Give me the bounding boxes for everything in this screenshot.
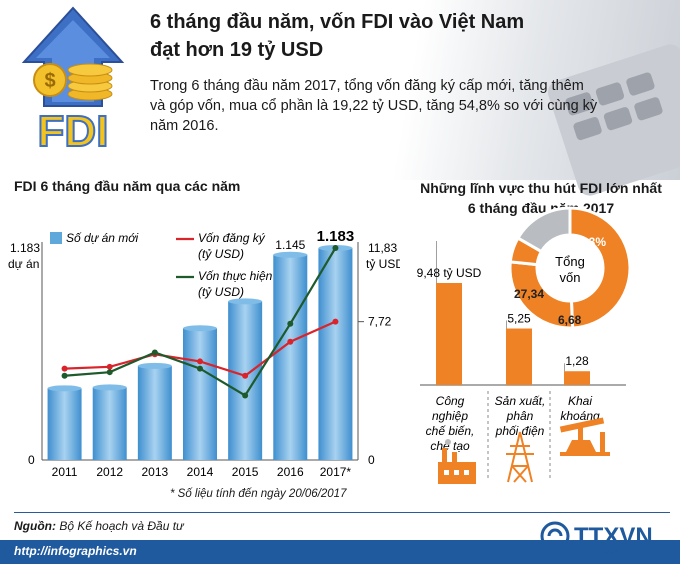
sector-bar-0 — [436, 283, 462, 385]
donut-label-2: 6,68 — [558, 313, 582, 327]
bar-cap-2015 — [228, 298, 263, 305]
registered-capital-point-2011 — [61, 365, 68, 372]
bar-cap-2016 — [273, 251, 308, 258]
x-tick-label: 2017* — [320, 465, 352, 479]
disbursed-capital-point-2014 — [197, 365, 203, 372]
registered-capital-point-2016 — [287, 338, 294, 345]
svg-text:FDI: FDI — [38, 107, 109, 156]
bar-2014 — [183, 328, 217, 460]
legend-green-label: Vốn thực hiện — [198, 269, 273, 283]
legend-green-unit: (tỷ USD) — [198, 285, 244, 299]
sector-category-label: Sản xuất, — [495, 394, 546, 408]
bar-2013 — [137, 365, 172, 460]
factory-icon — [438, 439, 476, 484]
bar-2015 — [228, 301, 263, 460]
fdi-logo-icon: $ FDI — [21, 6, 125, 156]
disbursed-capital-point-2012 — [106, 369, 113, 376]
sector-value-label-0: 9,48 tỷ USD — [417, 266, 482, 280]
disbursed-capital-point-2016 — [287, 320, 294, 327]
x-tick-label: 2013 — [142, 465, 169, 479]
left-section-title: FDI 6 tháng đầu năm qua các năm — [14, 178, 241, 194]
footer-divider — [14, 512, 670, 513]
sector-bar-2 — [564, 371, 590, 385]
x-tick-label: 2015 — [232, 465, 259, 479]
right-axis-unit: tỷ USD — [366, 257, 400, 271]
bar-2017* — [318, 248, 353, 460]
bar-cap-2011 — [47, 385, 82, 392]
ttxvn-logo-icon: TTXVN Vietnam News Agency — [540, 521, 653, 556]
disbursed-capital-point-2011 — [61, 372, 68, 379]
left-axis-unit: dự án — [8, 257, 39, 271]
donut-center-line1: Tổng — [555, 254, 585, 269]
donut-label-1: 27,34 — [514, 287, 544, 301]
disbursed-capital-point-2013 — [151, 349, 158, 356]
sector-category-label: chế biến, — [426, 424, 475, 438]
x-tick-label: 2011 — [52, 465, 78, 479]
oil-pump-icon — [559, 417, 610, 456]
svg-text:Vietnam News Agency: Vietnam News Agency — [574, 549, 644, 556]
donut-slice-0 — [568, 206, 632, 330]
power-tower-icon — [506, 431, 534, 483]
donut-center — [539, 237, 601, 299]
donut-slice-3 — [515, 206, 572, 254]
sector-category-label: Khai — [568, 394, 592, 408]
website-url[interactable]: http://infographics.vn — [14, 544, 137, 558]
legend-bar-label: Số dự án mới — [66, 231, 139, 245]
disbursed-capital-point-2017* — [332, 245, 339, 251]
bar-2016 — [273, 254, 308, 460]
registered-capital-point-2014 — [197, 358, 203, 365]
legend-red-unit: (tỷ USD) — [198, 247, 244, 261]
right-axis-mid-label: 7,72 — [368, 315, 392, 329]
bar-label-2017: 1.183 — [317, 228, 355, 245]
x-tick-label: 2014 — [187, 465, 214, 479]
bar-2012 — [92, 387, 127, 460]
source-text: Nguồn: Bộ Kế hoạch và Đầu tư — [14, 519, 184, 533]
right-axis-zero: 0 — [368, 453, 375, 467]
right-axis-max-label: 11,83 — [368, 241, 397, 255]
page-title: 6 tháng đầu năm, vốn FDI vào Việt Nam đạ… — [150, 11, 525, 61]
svg-text:TTXVN: TTXVN — [574, 523, 653, 550]
disbursed-capital-point-2015 — [242, 392, 249, 399]
left-axis-max-label: 1.183 — [10, 241, 40, 255]
fdi-yearly-chart: 1.183 dự án 0 11,83 tỷ USD 7,72 0 2011 2012 2013 2… — [8, 228, 400, 479]
sector-category-label: chế tạo — [430, 439, 470, 453]
bar-label-2016: 1.145 — [275, 238, 305, 252]
bar-cap-2013 — [137, 362, 172, 369]
bar-2011 — [47, 388, 82, 460]
bar-cap-2012 — [92, 384, 127, 391]
donut-center-line2: vốn — [560, 270, 581, 285]
donut-label-0: 49,3% — [572, 235, 606, 249]
sector-category-label: phối điện — [495, 424, 545, 438]
svg-text:$: $ — [44, 70, 55, 92]
sector-bar-1 — [506, 328, 532, 385]
x-tick-label: 2016 — [277, 465, 304, 479]
sector-category-label: phân — [506, 409, 534, 423]
sector-value-label-1: 5,25 — [507, 312, 531, 326]
sector-value-label-2: 1,28 — [565, 354, 589, 368]
bar-cap-2014 — [183, 325, 217, 332]
left-axis-zero: 0 — [28, 453, 35, 467]
registered-capital-point-2015 — [242, 372, 249, 379]
x-tick-label: 2012 — [96, 465, 123, 479]
registered-capital-point-2017* — [332, 318, 339, 325]
intro-text: Trong 6 tháng đầu năm 2017, tổng vốn đăn… — [150, 78, 598, 134]
legend-bar-swatch — [50, 232, 62, 244]
sector-category-label: nghiệp — [432, 409, 468, 423]
registered-capital-point-2012 — [106, 363, 113, 370]
data-note: * Số liệu tính đến ngày 20/06/2017 — [170, 488, 347, 500]
sector-category-label: khoáng — [560, 409, 600, 423]
sector-category-label: Công — [436, 394, 465, 408]
legend-red-label: Vốn đăng ký — [198, 231, 266, 245]
